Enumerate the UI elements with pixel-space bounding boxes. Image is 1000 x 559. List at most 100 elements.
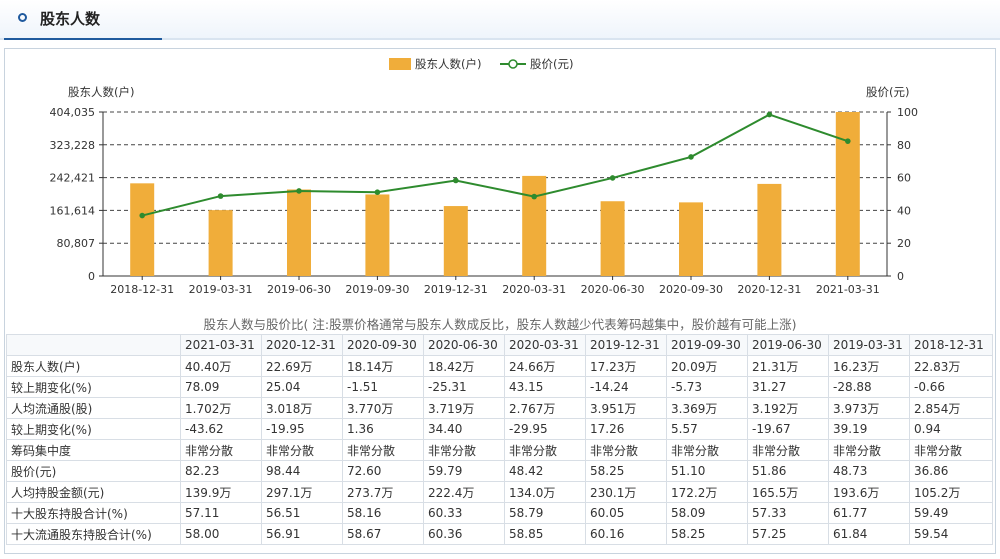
table-cell: 230.1万 (585, 481, 667, 503)
table-cell: -1.51 (342, 376, 424, 398)
legend-line-label[interactable]: 股价(元) (530, 57, 573, 71)
table-row-label: 股价(元) (6, 460, 181, 482)
table-cell: 58.79 (504, 502, 586, 524)
table-cell: 98.44 (261, 460, 343, 482)
table-cell: -0.66 (909, 376, 993, 398)
table-cell: -29.95 (504, 418, 586, 440)
table-cell: 31.27 (747, 376, 829, 398)
chart-caption: 股东人数与股价比( 注:股票价格通常与股东人数成反比，股东人数越少代表筹码越集中… (203, 317, 797, 332)
bar (835, 112, 860, 276)
bar (208, 210, 233, 276)
table-cell: 51.86 (747, 460, 829, 482)
left-tick-label: 0 (88, 270, 95, 283)
x-axis-labels: 2018-12-31 2019-03-31 2019-06-30 2019-09-30… (110, 276, 880, 296)
price-point (845, 138, 851, 144)
table-cell: 61.77 (828, 502, 910, 524)
table-cell: 36.86 (909, 460, 993, 482)
price-point (766, 111, 773, 118)
table-cell: 222.4万 (423, 481, 505, 503)
legend-bar-label[interactable]: 股东人数(户) (415, 57, 481, 71)
table-cell: 1.702万 (180, 397, 262, 419)
table-cell: 58.25 (666, 523, 748, 545)
table-cell: 58.09 (666, 502, 748, 524)
right-tick-label: 60 (897, 172, 911, 185)
bar (287, 189, 311, 276)
table-cell: 297.1万 (261, 481, 343, 503)
left-tick-label: 161,614 (50, 204, 96, 217)
left-tick-label: 242,421 (50, 172, 96, 185)
x-tick-label: 2018-12-31 (110, 283, 174, 296)
table-header-row: 2021-03-31 2020-12-31 2020-09-30 2020-06-30… (6, 334, 993, 356)
table-header-cell: 2020-06-30 (423, 334, 505, 356)
table-row-label: 十大流通股东持股合计(%) (6, 523, 181, 545)
table-cell: 56.51 (261, 502, 343, 524)
table-cell: 48.73 (828, 460, 910, 482)
chart-panel (4, 48, 996, 554)
table-cell: 2.854万 (909, 397, 993, 419)
table-header-cell: 2019-09-30 (666, 334, 748, 356)
table-cell: 58.85 (504, 523, 586, 545)
legend-line-marker (508, 59, 518, 69)
table-cell: 3.951万 (585, 397, 667, 419)
table-cell: 134.0万 (504, 481, 586, 503)
table-cell: 非常分散 (828, 439, 910, 461)
table-cell: 非常分散 (180, 439, 262, 461)
table-cell: 非常分散 (261, 439, 343, 461)
table-cell: 60.36 (423, 523, 505, 545)
table-header-cell: 2019-06-30 (747, 334, 829, 356)
table-cell: 105.2万 (909, 481, 993, 503)
table-cell: 22.69万 (261, 355, 343, 377)
table-row: 股价(元) 82.23 98.44 72.60 59.79 48.42 58.25 51.10… (6, 460, 993, 482)
legend-bar-swatch[interactable] (389, 58, 411, 70)
price-point (453, 177, 459, 184)
table-cell: 58.00 (180, 523, 262, 545)
right-axis-title: 股价(元) (866, 85, 909, 99)
table-cell: 59.54 (909, 523, 993, 545)
bar (600, 201, 625, 276)
bar (757, 183, 782, 276)
table-cell: 3.973万 (828, 397, 910, 419)
table-cell: -14.24 (585, 376, 667, 398)
table-cell: -28.88 (828, 376, 910, 398)
table-cell: 72.60 (342, 460, 424, 482)
price-line-series (139, 111, 851, 219)
price-point (296, 188, 302, 194)
table-row-label: 人均流通股(股) (6, 397, 181, 419)
table-cell: 51.10 (666, 460, 748, 482)
table-row: 股东人数(户) 40.40万 22.69万 18.14万 18.42万 24.66万 17.… (6, 355, 993, 377)
table-cell: -5.73 (666, 376, 748, 398)
table-cell: 3.719万 (423, 397, 505, 419)
table-cell: 3.018万 (261, 397, 343, 419)
section-title: 股东人数 (40, 10, 101, 28)
table-cell: 21.31万 (747, 355, 829, 377)
bar-series (130, 112, 860, 276)
table-row-label: 较上期变化(%) (6, 418, 181, 440)
table-cell: 非常分散 (423, 439, 505, 461)
x-tick-label: 2020-12-31 (737, 283, 801, 296)
chart-legend: 股东人数(户) 股价(元) (389, 57, 573, 71)
table-header-cell: 2021-03-31 (180, 334, 262, 356)
table-cell: 16.23万 (828, 355, 910, 377)
table-cell: 25.04 (261, 376, 343, 398)
table-corner-cell (6, 334, 181, 356)
table-row: 较上期变化(%) -43.62 -19.95 1.36 34.40 -29.95 17.26… (6, 418, 993, 440)
table-cell: 17.23万 (585, 355, 667, 377)
price-point (531, 193, 537, 200)
header-underline (0, 38, 1000, 40)
table-cell: 17.26 (585, 418, 667, 440)
table-header-cell: 2018-12-31 (909, 334, 993, 356)
table-cell: -25.31 (423, 376, 505, 398)
table-cell: 5.57 (666, 418, 748, 440)
right-tick-label: 100 (897, 106, 918, 119)
shareholder-table: 2021-03-31 2020-12-31 2020-09-30 2020-06-30… (6, 334, 993, 545)
price-point (688, 154, 694, 160)
table-body: 股东人数(户) 40.40万 22.69万 18.14万 18.42万 24.66万 17.… (6, 355, 993, 545)
right-tick-label: 20 (897, 237, 911, 250)
right-axis-ticks: 0 20 40 60 80 100 (897, 106, 918, 283)
table-cell: 2.767万 (504, 397, 586, 419)
left-tick-label: 80,807 (57, 237, 96, 250)
table-header-cell: 2020-12-31 (261, 334, 343, 356)
price-point (217, 193, 224, 199)
x-tick-label: 2020-06-30 (581, 283, 645, 296)
table-header-cell: 2020-03-31 (504, 334, 586, 356)
